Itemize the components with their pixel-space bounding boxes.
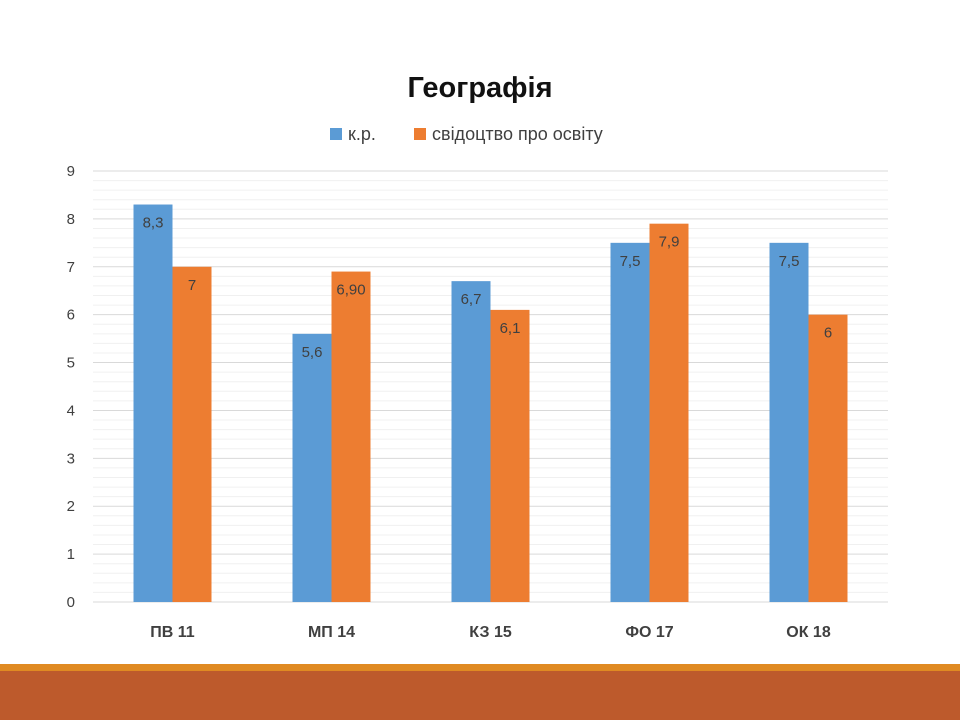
data-label: 7,9 [659, 234, 680, 251]
y-tick-label: 5 [67, 355, 75, 372]
bar-svidotstvo-3 [490, 309, 530, 602]
y-tick-label: 1 [67, 546, 75, 563]
y-tick-label: 6 [67, 307, 75, 324]
data-label: 7,5 [620, 253, 641, 270]
bar-kr-1 [133, 204, 173, 602]
legend: к.р. свідоцтво про освіту [330, 124, 603, 144]
legend-swatch-svidotstvo [414, 128, 426, 140]
x-category-label: ПВ 11 [150, 624, 195, 641]
data-label: 6,90 [336, 282, 365, 299]
y-tick-label: 2 [67, 498, 75, 515]
bar-svidotstvo-5 [808, 314, 848, 602]
y-tick-label: 4 [67, 402, 75, 419]
legend-label-kr: к.р. [348, 124, 376, 144]
x-category-label: МП 14 [308, 624, 355, 641]
y-tick-label: 7 [67, 259, 75, 276]
chart-title: Географія [407, 72, 552, 104]
y-tick-label: 0 [67, 594, 75, 611]
x-axis: ПВ 11 МП 14 КЗ 15 ФО 17 ОК 18 [150, 624, 831, 641]
bar-svidotstvo-4 [649, 223, 689, 602]
bar-kr-5 [769, 242, 809, 603]
bar-kr-2 [292, 333, 332, 602]
bars [133, 204, 848, 603]
legend-label-svidotstvo: свідоцтво про освіту [432, 124, 603, 144]
data-label: 6 [824, 325, 832, 342]
x-category-label: КЗ 15 [469, 624, 512, 641]
data-label: 7 [188, 277, 196, 294]
data-label: 7,5 [779, 253, 800, 270]
legend-swatch-kr [330, 128, 342, 140]
y-tick-label: 3 [67, 450, 75, 467]
bar-kr-3 [451, 281, 491, 602]
footer-band [0, 671, 960, 720]
data-label: 8,3 [143, 215, 164, 232]
y-tick-label: 8 [67, 211, 75, 228]
y-tick-label: 9 [67, 163, 75, 180]
bar-kr-4 [610, 242, 650, 603]
footer-accent-line [0, 664, 960, 671]
bar-svidotstvo-1 [172, 266, 212, 602]
data-label: 6,1 [500, 320, 521, 337]
bar-svidotstvo-2 [331, 271, 371, 602]
y-axis: 0 1 2 3 4 5 6 7 8 9 [67, 163, 75, 611]
x-category-label: ФО 17 [625, 624, 673, 641]
data-label: 6,7 [461, 291, 482, 308]
data-label: 5,6 [302, 344, 323, 361]
x-category-label: ОК 18 [786, 624, 831, 641]
data-labels: 8,3 7 5,6 6,90 6,7 6,1 7,5 7,9 7,5 6 [143, 215, 833, 361]
